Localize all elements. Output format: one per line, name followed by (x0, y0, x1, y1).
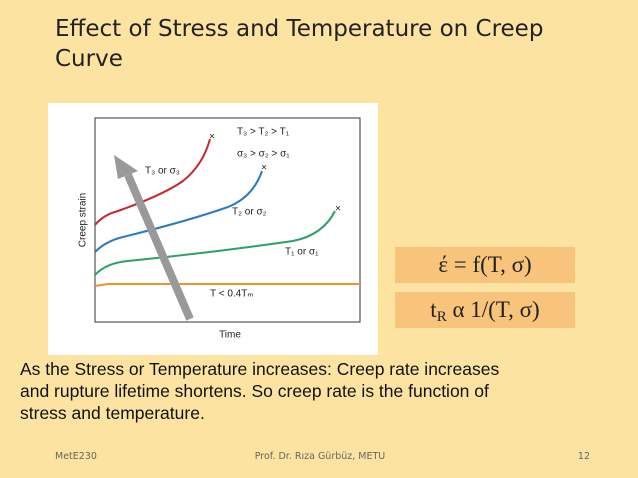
formula-part: t (430, 297, 437, 322)
page-number: 12 (577, 451, 590, 462)
formula-box: έ = f(T, σ) (395, 247, 575, 283)
legend-line: σ₃ > σ₂ > σ₁ (237, 149, 290, 160)
trend-arrow (124, 173, 194, 321)
curve-label: T₁ or σ₁ (285, 247, 319, 258)
text-line: stress and temperature. (20, 403, 205, 423)
footer-left: MetE230 (55, 451, 97, 462)
rupture-mark: × (261, 163, 267, 174)
curve-1 (94, 210, 336, 276)
formula-part: α 1/(T, σ) (446, 297, 540, 322)
curve-label: T < 0.4Tₘ (210, 289, 254, 300)
figure: Creep strain Time × × × T₃ > T₂ > T₁ σ₃ … (48, 103, 378, 355)
title-line: Effect of Stress and Temperature on Cree… (55, 16, 544, 42)
footer-center: Prof. Dr. Rıza Gürbüz, METU (254, 451, 386, 462)
plot-frame (94, 117, 361, 323)
curve-low (94, 283, 360, 287)
rupture-mark: × (335, 204, 341, 215)
text-line: As the Stress or Temperature increases: … (20, 359, 500, 379)
y-axis-label: Creep strain (78, 193, 89, 247)
curve-2 (94, 170, 263, 253)
body-text: As the Stress or Temperature increases: … (20, 358, 630, 424)
formula: έ = f(T, σ) (438, 252, 532, 277)
curve-3 (94, 138, 211, 226)
formula-box: tR α 1/(T, σ) (395, 292, 575, 328)
rupture-mark: × (209, 132, 215, 143)
creep-diagram: Creep strain Time × × × T₃ > T₂ > T₁ σ₃ … (78, 117, 361, 341)
curve-label: T₂ or σ₂ (232, 207, 267, 218)
legend-line: T₃ > T₂ > T₁ (237, 127, 290, 138)
slide-title: Effect of Stress and Temperature on Cree… (55, 14, 595, 74)
title-line: Curve (55, 46, 123, 72)
text-line: and rupture lifetime shortens. So creep … (20, 381, 489, 401)
x-axis-label: Time (219, 330, 241, 341)
formula-subscript: R (436, 309, 447, 325)
trend-arrow-head (114, 155, 138, 179)
curve-label: T₃ or σ₃ (145, 166, 180, 177)
